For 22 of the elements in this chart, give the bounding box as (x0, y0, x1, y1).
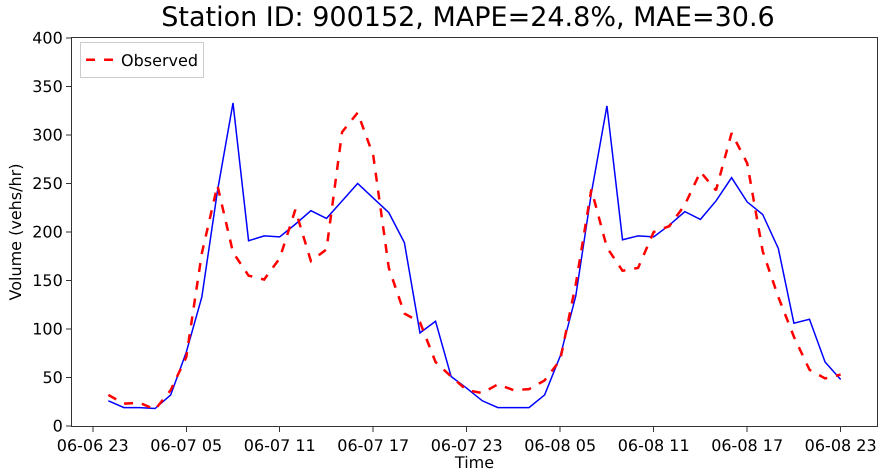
y-tick-label: 350 (32, 77, 63, 96)
x-tick-label: 06-07 05 (150, 436, 222, 456)
y-tick-label: 400 (32, 28, 63, 48)
y-tick-label: 150 (32, 271, 63, 290)
x-tick-label: 06-08 17 (711, 436, 784, 456)
y-tick-label: 200 (32, 222, 63, 242)
y-tick-label: 0 (52, 416, 63, 436)
y-axis-title: Volume (vehs/hr) (6, 164, 26, 300)
x-tick-label: 06-08 23 (804, 436, 877, 456)
y-tick-label: 250 (32, 174, 63, 194)
x-tick-label: 06-08 11 (618, 436, 690, 456)
x-tick-label: 06-08 05 (524, 436, 596, 456)
x-tick-label: 06-07 17 (337, 436, 410, 456)
legend-label: Observed (121, 51, 198, 70)
x-axis-title: Time (454, 453, 494, 472)
y-tick-label: 100 (32, 320, 63, 339)
x-tick-label: 06-07 23 (430, 436, 503, 456)
x-tick-label: 06-07 11 (244, 436, 316, 456)
x-tick-label: 06-06 23 (56, 436, 129, 456)
chart-title: Station ID: 900152, MAPE=24.8%, MAE=30.6 (161, 2, 775, 33)
y-tick-label: 300 (32, 126, 63, 145)
y-tick-label: 50 (42, 368, 63, 388)
